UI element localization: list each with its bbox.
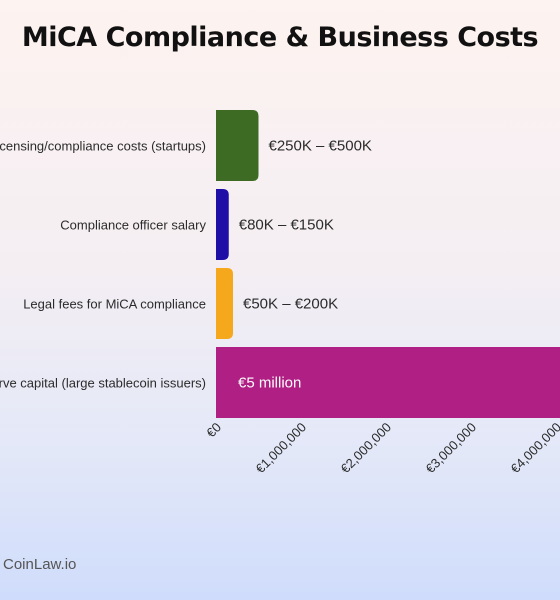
category-label: Licensing/compliance costs (startups)	[0, 139, 206, 154]
category-label: Legal fees for MiCA compliance	[23, 297, 206, 312]
x-axis-ticks: €0 €1,000,000 €2,000,000 €3,000,000 €4,000,0…	[203, 420, 560, 477]
bar-1	[216, 189, 229, 260]
value-label: €250K – €500K	[269, 138, 372, 155]
x-tick-label: €4,000,000	[507, 420, 560, 477]
bar-0	[216, 110, 259, 181]
bars-layer	[216, 110, 560, 418]
x-tick-label: €3,000,000	[422, 420, 479, 477]
value-label: €50K – €200K	[243, 296, 338, 313]
bar-2	[216, 268, 233, 339]
value-label: €5 million	[238, 375, 301, 392]
labels-layer: Licensing/compliance costs (startups) €25…	[0, 138, 372, 392]
x-tick-label: €2,000,000	[337, 420, 394, 477]
value-label: €80K – €150K	[239, 217, 334, 234]
category-label: Reserve capital (large stablecoin issuer…	[0, 376, 206, 391]
x-tick-label: €0	[203, 420, 224, 441]
category-label: Compliance officer salary	[60, 218, 206, 233]
bar-3	[216, 347, 560, 418]
chart-title: MiCA Compliance & Business Costs	[21, 22, 539, 53]
source-credit: CoinLaw.io	[3, 556, 77, 573]
x-tick-label: €1,000,000	[252, 420, 309, 477]
